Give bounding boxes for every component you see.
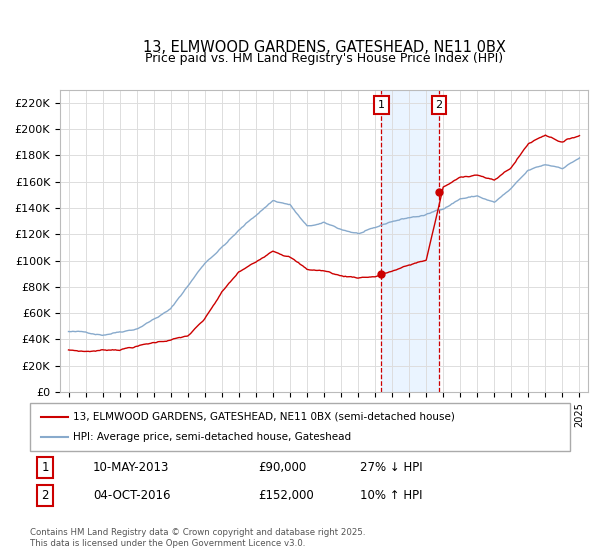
Bar bbox=[381, 90, 439, 392]
Text: £90,000: £90,000 bbox=[258, 461, 306, 474]
Text: 1: 1 bbox=[378, 100, 385, 110]
Text: 2: 2 bbox=[41, 489, 49, 502]
Text: 10% ↑ HPI: 10% ↑ HPI bbox=[360, 489, 422, 502]
Text: Contains HM Land Registry data © Crown copyright and database right 2025.
This d: Contains HM Land Registry data © Crown c… bbox=[30, 528, 365, 548]
Text: 13, ELMWOOD GARDENS, GATESHEAD, NE11 0BX: 13, ELMWOOD GARDENS, GATESHEAD, NE11 0BX bbox=[143, 40, 505, 55]
Text: 27% ↓ HPI: 27% ↓ HPI bbox=[360, 461, 422, 474]
Text: £152,000: £152,000 bbox=[258, 489, 314, 502]
Text: Price paid vs. HM Land Registry's House Price Index (HPI): Price paid vs. HM Land Registry's House … bbox=[145, 52, 503, 66]
Text: 13, ELMWOOD GARDENS, GATESHEAD, NE11 0BX (semi-detached house): 13, ELMWOOD GARDENS, GATESHEAD, NE11 0BX… bbox=[73, 412, 455, 422]
Text: 1: 1 bbox=[41, 461, 49, 474]
Text: HPI: Average price, semi-detached house, Gateshead: HPI: Average price, semi-detached house,… bbox=[73, 432, 352, 442]
FancyBboxPatch shape bbox=[30, 403, 570, 451]
Text: 2: 2 bbox=[436, 100, 443, 110]
Text: 10-MAY-2013: 10-MAY-2013 bbox=[93, 461, 169, 474]
Text: 04-OCT-2016: 04-OCT-2016 bbox=[93, 489, 170, 502]
